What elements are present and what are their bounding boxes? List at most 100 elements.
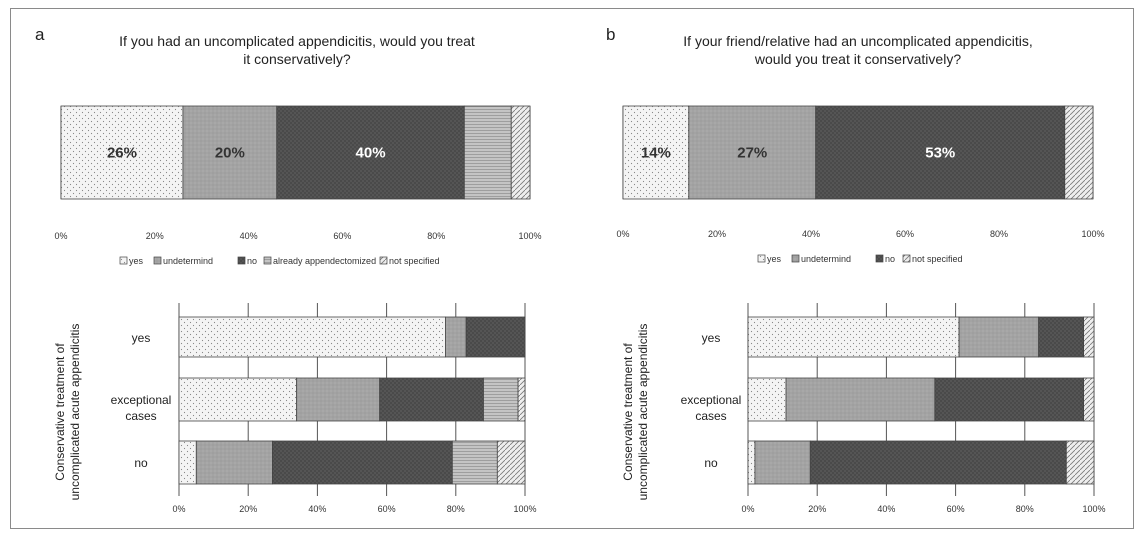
bar-0-undetermined-0	[182, 105, 278, 200]
x-tick-label-2-4: 80%	[447, 504, 465, 514]
legend-label-1-no: no	[885, 254, 895, 264]
legend-swatch-0-not_specified	[379, 256, 388, 265]
x-tick-label-1-0: 0%	[616, 229, 629, 239]
legend-swatch-1-no	[875, 254, 884, 263]
bar-2-yes-0	[178, 316, 446, 358]
x-tick-label-2-0: 0%	[172, 504, 185, 514]
category-label-2-1-0: exceptional	[111, 393, 172, 407]
legend-swatch-0-undetermined	[153, 256, 162, 265]
x-tick-label-2-2: 40%	[308, 504, 326, 514]
x-tick-label-1-2: 40%	[802, 229, 820, 239]
data-label-1-undetermined: 27%	[737, 145, 767, 162]
bar-3-not_specified-1	[1083, 377, 1095, 422]
legend-label-0-no: no	[247, 256, 257, 266]
legend-label-1-not_specified: not specified	[912, 254, 963, 264]
chart-b-bottom-ylabel-line-2: uncomplicated acute appendicitis	[636, 324, 650, 501]
legend-swatch-0-appendectomized	[263, 256, 272, 265]
data-label-1-yes: 14%	[641, 145, 671, 162]
legend-label-0-yes: yes	[129, 256, 144, 266]
legend-swatch-0-yes	[119, 256, 128, 265]
category-label-2-2-0: no	[134, 456, 148, 470]
chart-b-title-line-2: would you treat it conservatively?	[754, 51, 961, 67]
bar-1-undetermined-0	[688, 105, 817, 200]
bar-3-yes-1	[747, 377, 787, 422]
bar-2-yes-1	[178, 377, 298, 422]
x-tick-label-3-4: 80%	[1016, 504, 1034, 514]
category-label-3-0-0: yes	[702, 331, 721, 345]
chart-b-bottom-ylabel-line-1: Conservative treatment of	[621, 343, 635, 481]
x-tick-label-0-3: 60%	[333, 231, 351, 241]
x-tick-label-0-5: 100%	[518, 231, 541, 241]
bar-1-yes-0	[622, 105, 690, 200]
legend-swatch-1-undetermined	[791, 254, 800, 263]
legend-swatch-1-not_specified	[902, 254, 911, 263]
bar-0-no-0	[276, 105, 465, 200]
x-tick-label-3-0: 0%	[741, 504, 754, 514]
chart-b-title-line-1: If your friend/relative had an uncomplic…	[683, 33, 1032, 49]
x-tick-label-2-3: 60%	[378, 504, 396, 514]
chart-a-bottom: 0% 20% 40% 60% 80% 100% yes exceptional cases no	[111, 303, 537, 514]
x-tick-label-3-1: 20%	[808, 504, 826, 514]
category-label-2-1-1: cases	[125, 409, 156, 423]
x-tick-label-0-2: 40%	[240, 231, 258, 241]
panel-letter-b: b	[606, 25, 615, 44]
data-label-0-yes: 26%	[107, 145, 137, 162]
x-tick-label-0-0: 0%	[54, 231, 67, 241]
chart-a-top: 26% 20% 40% 0% 20% 40% 60% 80% 100% yes undetermin…	[54, 105, 542, 266]
x-tick-label-0-4: 80%	[427, 231, 445, 241]
bar-0-not_specified-0	[510, 105, 531, 200]
bar-3-no-0	[1038, 316, 1085, 358]
bar-3-undetermined-1	[785, 377, 936, 422]
data-label-1-no: 53%	[925, 145, 955, 162]
x-tick-label-1-3: 60%	[896, 229, 914, 239]
x-tick-label-2-5: 100%	[513, 504, 536, 514]
x-tick-label-0-1: 20%	[146, 231, 164, 241]
legend-label-0-undetermined: undetermind	[163, 256, 213, 266]
x-tick-label-1-5: 100%	[1081, 229, 1104, 239]
legend-label-0-appendectomized: already appendectomized	[273, 256, 376, 266]
bar-3-yes-0	[747, 316, 960, 358]
bar-2-undetermined-1	[296, 377, 381, 422]
x-tick-label-1-4: 80%	[990, 229, 1008, 239]
legend-label-0-not_specified: not specified	[389, 256, 440, 266]
category-label-3-1-0: exceptional	[681, 393, 742, 407]
legend-swatch-1-yes	[757, 254, 766, 263]
x-tick-label-3-3: 60%	[947, 504, 965, 514]
category-label-3-2-0: no	[704, 456, 718, 470]
x-tick-label-1-1: 20%	[708, 229, 726, 239]
chart-a-bottom-ylabel-line-1: Conservative treatment of	[53, 343, 67, 481]
bar-2-not_specified-1	[517, 377, 526, 422]
chart-a-title-line-2: it conservatively?	[243, 51, 351, 67]
bar-2-no-2	[272, 440, 453, 485]
bar-3-no-1	[934, 377, 1085, 422]
bar-3-no-2	[809, 440, 1067, 485]
chart-a-bottom-ylabel-line-2: uncomplicated acute appendicitis	[68, 324, 82, 501]
x-tick-label-3-5: 100%	[1082, 504, 1105, 514]
bar-3-not_specified-2	[1065, 440, 1095, 485]
bar-2-undetermined-2	[195, 440, 273, 485]
data-label-0-undetermined: 20%	[215, 145, 245, 162]
bar-1-no-0	[815, 105, 1066, 200]
bar-3-yes-2	[747, 440, 756, 485]
bar-3-undetermined-2	[754, 440, 811, 485]
chart-b-top: 14% 27% 53% 0% 20% 40% 60% 80% 100% yes undetermin…	[616, 105, 1105, 264]
legend-label-1-yes: yes	[767, 254, 782, 264]
bar-3-undetermined-0	[958, 316, 1040, 358]
chart-b-bottom: 0% 20% 40% 60% 80% 100% yes exceptional cases no	[681, 303, 1106, 514]
x-tick-label-2-1: 20%	[239, 504, 257, 514]
chart-a-title-line-1: If you had an uncomplicated appendicitis…	[119, 33, 475, 49]
bar-2-not_specified-2	[496, 440, 526, 485]
bar-2-appendectomized-1	[483, 377, 519, 422]
category-label-2-0-0: yes	[132, 331, 151, 345]
bar-2-undetermined-0	[445, 316, 467, 358]
category-label-3-1-1: cases	[695, 409, 726, 423]
bar-2-appendectomized-2	[451, 440, 498, 485]
bar-1-not_specified-0	[1064, 105, 1094, 200]
x-tick-label-3-2: 40%	[877, 504, 895, 514]
bar-0-appendectomized-0	[463, 105, 512, 200]
bar-2-no-1	[379, 377, 484, 422]
legend-label-1-undetermined: undetermind	[801, 254, 851, 264]
bar-3-not_specified-0	[1083, 316, 1095, 358]
bar-2-no-0	[465, 316, 526, 358]
